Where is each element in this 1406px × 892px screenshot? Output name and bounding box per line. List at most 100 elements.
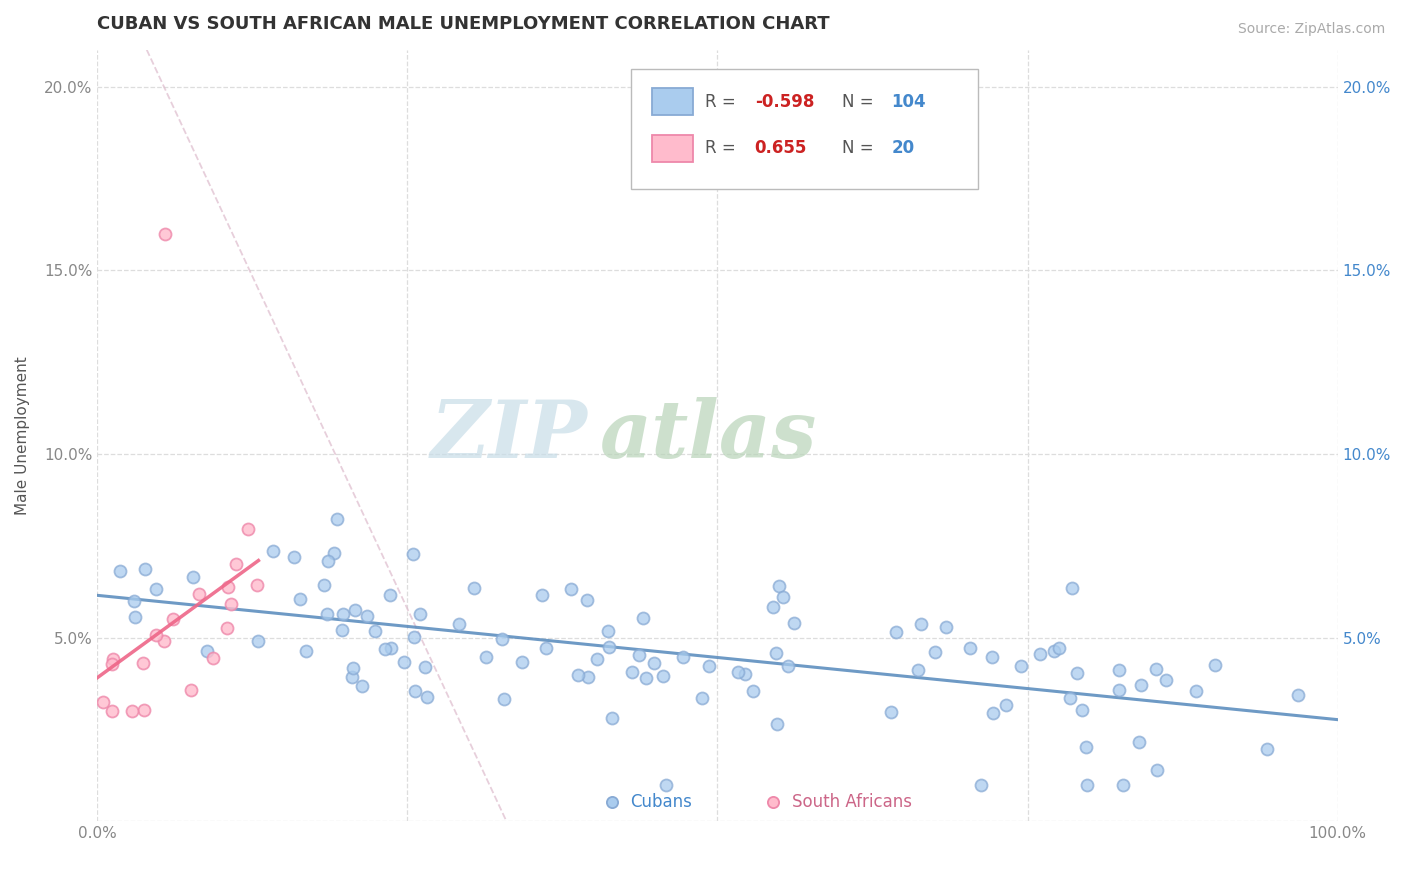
Point <box>356 608 378 623</box>
Point <box>762 600 785 615</box>
Point <box>692 691 714 706</box>
Point <box>534 640 557 655</box>
Point <box>1059 691 1081 706</box>
Point <box>697 659 720 673</box>
Point <box>93 695 115 709</box>
Point <box>101 652 124 666</box>
Point <box>1010 659 1032 673</box>
Text: CUBAN VS SOUTH AFRICAN MALE UNEMPLOYMENT CORRELATION CHART: CUBAN VS SOUTH AFRICAN MALE UNEMPLOYMENT… <box>97 15 830 33</box>
Point <box>145 582 167 596</box>
Point <box>155 227 177 241</box>
Point <box>101 704 124 718</box>
Point <box>741 684 763 698</box>
Point <box>332 607 354 621</box>
Point <box>408 607 430 622</box>
Point <box>202 650 225 665</box>
Point <box>560 582 582 597</box>
Point <box>326 512 349 526</box>
Point <box>1185 684 1208 698</box>
Point <box>586 652 609 666</box>
Point <box>236 522 259 536</box>
Point <box>600 723 623 737</box>
Point <box>463 581 485 595</box>
Point <box>766 716 789 731</box>
Point <box>342 661 364 675</box>
Point <box>101 657 124 672</box>
Point <box>246 577 269 591</box>
Point <box>880 705 903 719</box>
Point <box>318 554 340 568</box>
Point <box>416 690 439 704</box>
Point <box>195 644 218 658</box>
Text: atlas: atlas <box>599 397 817 475</box>
Bar <box>652 88 693 115</box>
Point <box>1108 683 1130 698</box>
Text: Cubans: Cubans <box>631 793 693 811</box>
Point <box>1029 647 1052 661</box>
Point <box>765 646 787 660</box>
Point <box>1076 778 1098 792</box>
Point <box>283 550 305 565</box>
Point <box>634 671 657 685</box>
Point <box>530 588 553 602</box>
Text: South Africans: South Africans <box>792 793 912 811</box>
Point <box>217 580 239 594</box>
Point <box>575 593 598 607</box>
Point <box>402 630 425 644</box>
Bar <box>652 135 693 161</box>
Point <box>217 621 239 635</box>
Point <box>1144 662 1167 676</box>
Point <box>145 628 167 642</box>
Point <box>970 778 993 792</box>
Point <box>1204 657 1226 672</box>
Point <box>935 620 957 634</box>
Text: 20: 20 <box>891 139 914 157</box>
Point <box>768 579 790 593</box>
Point <box>294 644 316 658</box>
Point <box>596 624 619 638</box>
Point <box>1108 664 1130 678</box>
Point <box>340 670 363 684</box>
Point <box>413 659 436 673</box>
Y-axis label: Male Unemployment: Male Unemployment <box>15 356 30 515</box>
Point <box>1146 764 1168 778</box>
Text: ZIP: ZIP <box>430 397 588 475</box>
Text: -0.598: -0.598 <box>755 93 814 111</box>
Point <box>643 656 665 670</box>
Point <box>924 645 946 659</box>
Text: R =: R = <box>704 139 735 157</box>
Point <box>134 703 156 717</box>
Point <box>152 633 174 648</box>
Point <box>491 632 513 647</box>
Point <box>1060 581 1083 595</box>
Text: R =: R = <box>704 93 735 111</box>
Point <box>1111 778 1133 792</box>
Point <box>131 656 153 670</box>
Point <box>312 578 335 592</box>
Point <box>981 650 1004 665</box>
Point <box>981 706 1004 721</box>
Point <box>322 546 344 560</box>
Point <box>475 650 498 665</box>
Point <box>631 611 654 625</box>
Point <box>672 649 695 664</box>
Point <box>225 558 247 572</box>
Point <box>621 665 644 679</box>
Point <box>221 597 243 611</box>
Point <box>1130 678 1153 692</box>
Point <box>262 544 284 558</box>
Point <box>364 624 387 638</box>
Point <box>884 624 907 639</box>
Point <box>374 642 396 657</box>
Point <box>651 668 673 682</box>
Point <box>910 616 932 631</box>
Point <box>734 666 756 681</box>
Point <box>567 668 589 682</box>
Point <box>907 664 929 678</box>
Point <box>181 570 204 584</box>
Point <box>628 648 651 662</box>
Point <box>1128 735 1150 749</box>
Point <box>1066 665 1088 680</box>
Point <box>330 624 353 638</box>
Point <box>959 641 981 656</box>
